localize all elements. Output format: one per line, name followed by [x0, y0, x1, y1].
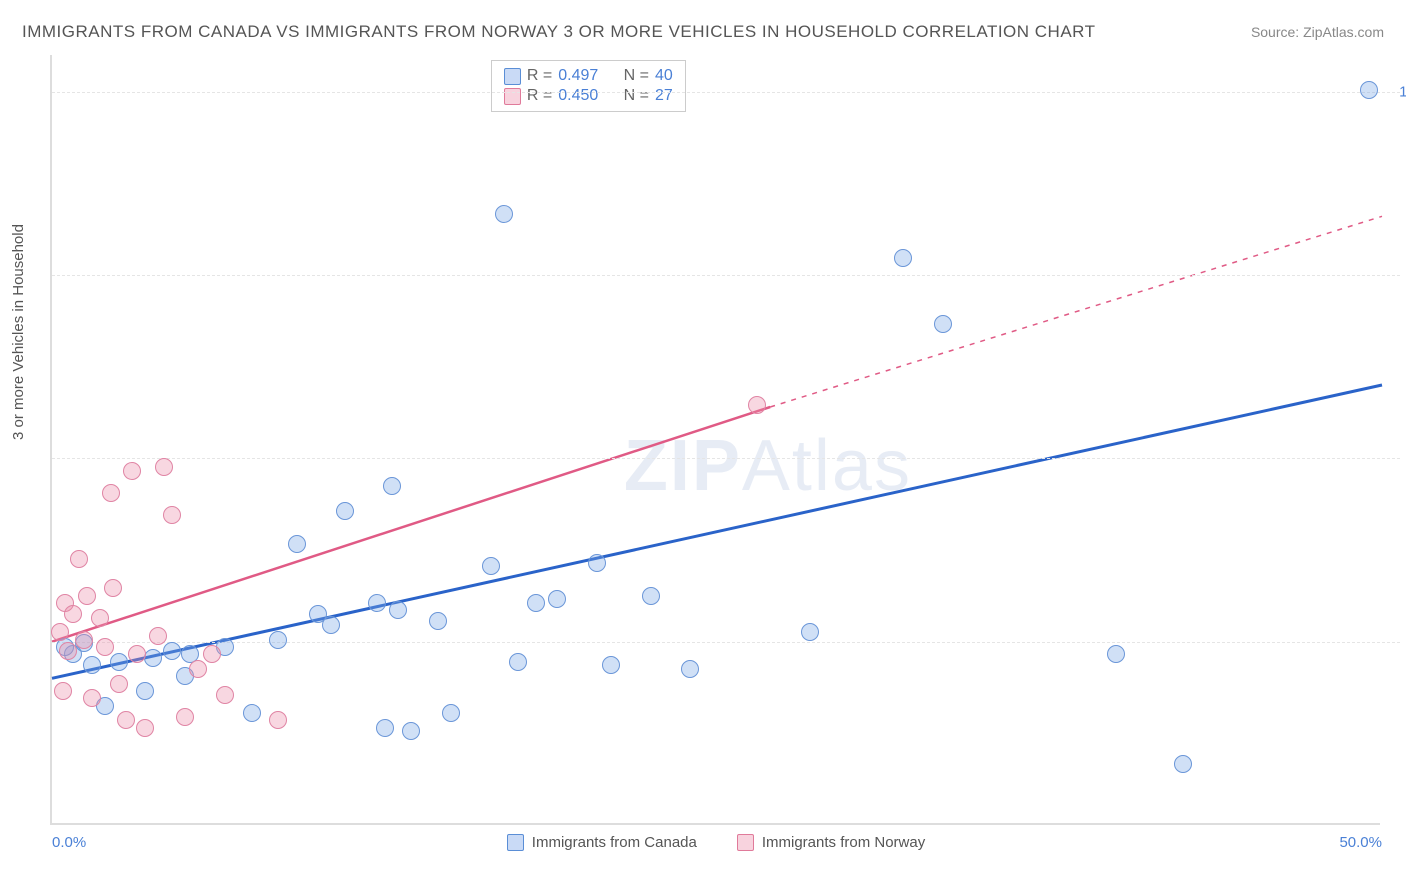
legend-series-label: Immigrants from Norway [762, 834, 925, 851]
scatter-point [336, 502, 354, 520]
scatter-point [389, 601, 407, 619]
scatter-point [602, 656, 620, 674]
scatter-point [83, 689, 101, 707]
scatter-point [288, 535, 306, 553]
scatter-point [54, 682, 72, 700]
scatter-point [509, 653, 527, 671]
scatter-point [482, 557, 500, 575]
scatter-point [1174, 755, 1192, 773]
scatter-point [681, 660, 699, 678]
scatter-point [104, 579, 122, 597]
gridline [52, 275, 1400, 276]
scatter-point [269, 711, 287, 729]
scatter-point [548, 590, 566, 608]
gridline [52, 642, 1400, 643]
y-tick-label: 100.0% [1395, 83, 1406, 100]
scatter-point [203, 645, 221, 663]
scatter-point [402, 722, 420, 740]
scatter-point [78, 587, 96, 605]
x-tick-label: 0.0% [52, 834, 86, 851]
legend-swatch [737, 834, 754, 851]
scatter-point [442, 704, 460, 722]
scatter-point [176, 708, 194, 726]
scatter-point [96, 638, 114, 656]
scatter-point [91, 609, 109, 627]
source-label: Source: ZipAtlas.com [1251, 24, 1384, 40]
scatter-point [368, 594, 386, 612]
scatter-point [243, 704, 261, 722]
trendline [52, 407, 770, 642]
trendline-dashed [770, 216, 1382, 407]
scatter-point [309, 605, 327, 623]
trendline [52, 385, 1382, 678]
legend-swatch [507, 834, 524, 851]
scatter-point [495, 205, 513, 223]
scatter-point [383, 477, 401, 495]
scatter-point [376, 719, 394, 737]
scatter-point [189, 660, 207, 678]
legend-series: Immigrants from Canada Immigrants from No… [52, 834, 1380, 851]
y-tick-label: 75.0% [1395, 267, 1406, 284]
scatter-point [269, 631, 287, 649]
y-axis-label: 3 or more Vehicles in Household [10, 224, 27, 440]
scatter-point [1360, 81, 1378, 99]
scatter-point [123, 462, 141, 480]
scatter-point [429, 612, 447, 630]
legend-series-item: Immigrants from Norway [737, 834, 925, 851]
scatter-point [216, 686, 234, 704]
scatter-point [588, 554, 606, 572]
x-tick-label: 50.0% [1339, 834, 1382, 851]
scatter-point [110, 653, 128, 671]
legend-series-item: Immigrants from Canada [507, 834, 697, 851]
scatter-point [59, 642, 77, 660]
legend-series-label: Immigrants from Canada [532, 834, 697, 851]
gridline [52, 458, 1400, 459]
scatter-point [642, 587, 660, 605]
scatter-point [51, 623, 69, 641]
scatter-point [64, 605, 82, 623]
scatter-point [144, 649, 162, 667]
scatter-point [801, 623, 819, 641]
scatter-point [83, 656, 101, 674]
scatter-point [934, 315, 952, 333]
gridline [52, 92, 1400, 93]
y-tick-label: 25.0% [1395, 633, 1406, 650]
scatter-point [527, 594, 545, 612]
scatter-point [128, 645, 146, 663]
y-tick-label: 50.0% [1395, 450, 1406, 467]
scatter-point [110, 675, 128, 693]
scatter-point [75, 631, 93, 649]
chart-plot-area: ZIPAtlas R = 0.497 N = 40R = 0.450 N = 2… [50, 55, 1380, 825]
scatter-point [163, 506, 181, 524]
scatter-point [117, 711, 135, 729]
scatter-point [136, 719, 154, 737]
scatter-point [155, 458, 173, 476]
scatter-point [102, 484, 120, 502]
scatter-point [748, 396, 766, 414]
chart-title: IMMIGRANTS FROM CANADA VS IMMIGRANTS FRO… [22, 22, 1096, 42]
scatter-point [163, 642, 181, 660]
scatter-point [149, 627, 167, 645]
scatter-point [136, 682, 154, 700]
scatter-point [1107, 645, 1125, 663]
scatter-point [894, 249, 912, 267]
scatter-point [70, 550, 88, 568]
